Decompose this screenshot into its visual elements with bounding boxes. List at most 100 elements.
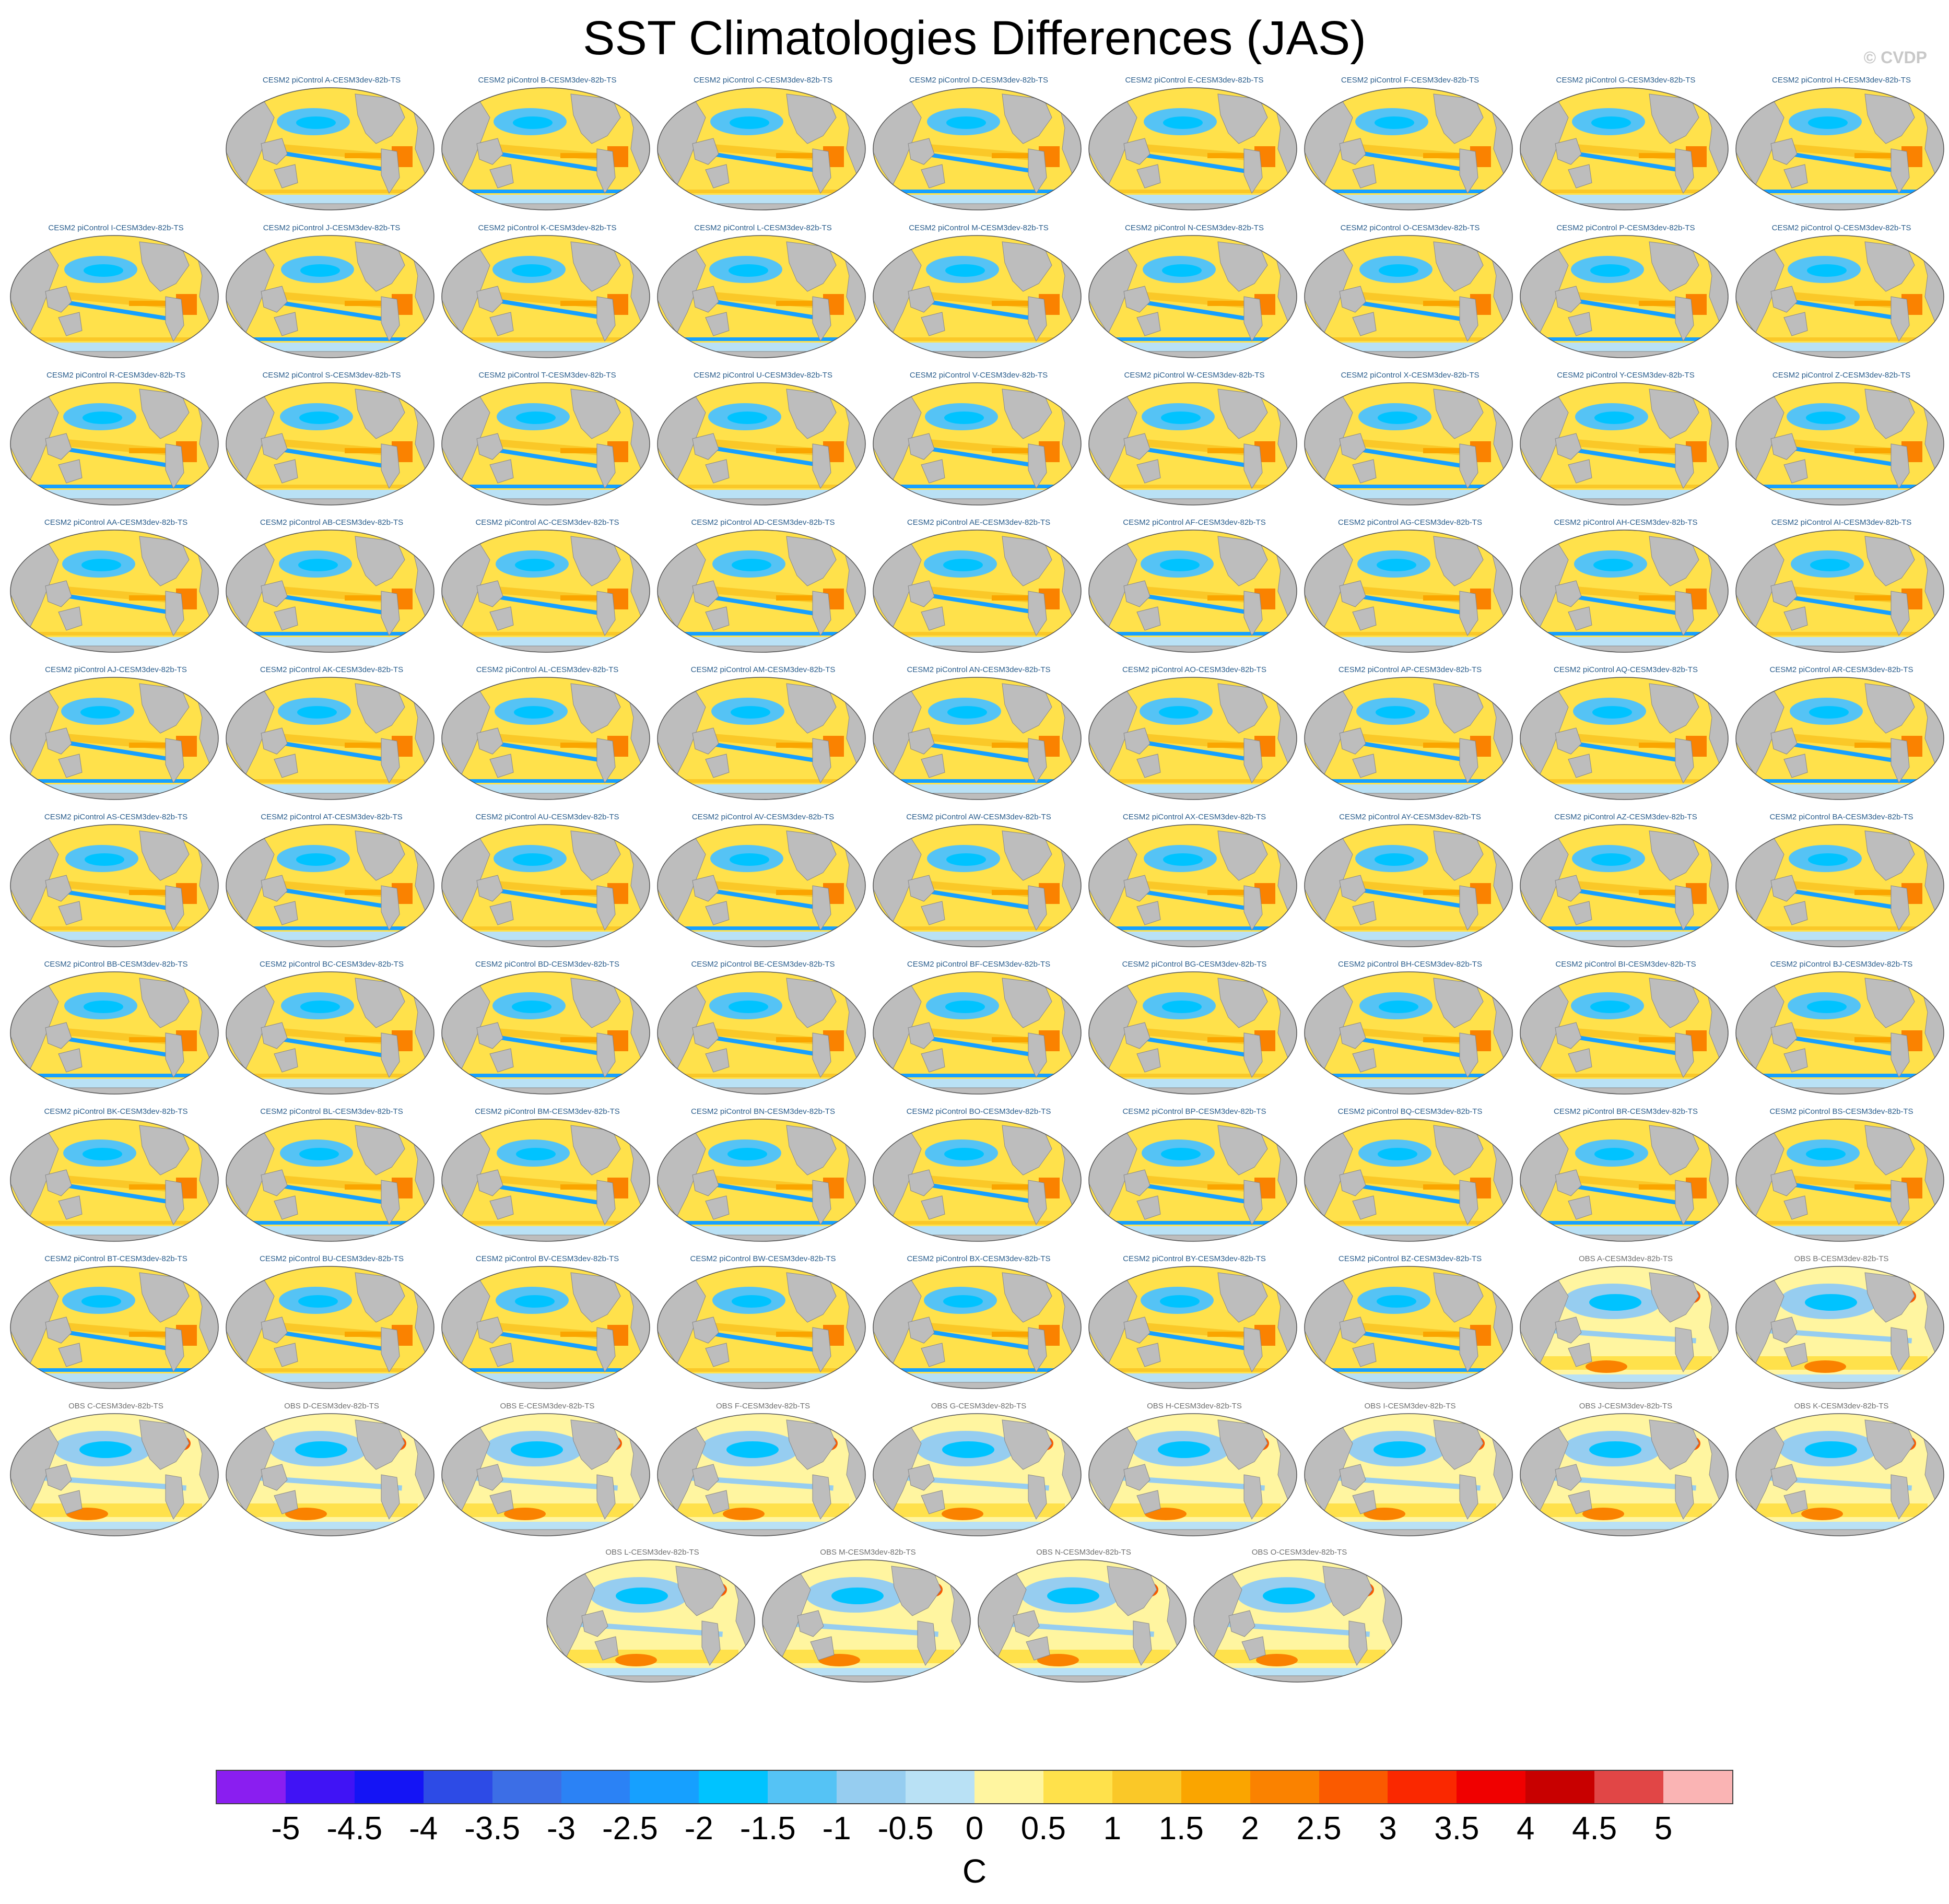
colorbar-tick-label: 0 bbox=[965, 1811, 984, 1847]
model-map-panel: CESM2 piControl BE-CESM3dev-82b-TS bbox=[656, 960, 870, 1097]
sst-difference-map bbox=[441, 1413, 650, 1536]
model-map-panel: CESM2 piControl I-CESM3dev-82b-TS bbox=[9, 224, 223, 360]
model-map-panel: CESM2 piControl H-CESM3dev-82b-TS bbox=[1734, 76, 1948, 213]
obs-map-panel: OBS L-CESM3dev-82b-TS bbox=[545, 1548, 759, 1685]
sst-difference-map bbox=[657, 1266, 866, 1389]
sst-difference-map bbox=[226, 530, 435, 653]
sst-difference-map bbox=[1304, 677, 1513, 800]
sst-difference-map bbox=[10, 824, 219, 947]
colorbar-tick-label: 4.5 bbox=[1572, 1811, 1617, 1847]
model-map-panel: CESM2 piControl AS-CESM3dev-82b-TS bbox=[9, 813, 223, 949]
sst-difference-map bbox=[1088, 530, 1297, 653]
panel-title: CESM2 piControl P-CESM3dev-82b-TS bbox=[1556, 224, 1695, 232]
panel-title: CESM2 piControl BZ-CESM3dev-82b-TS bbox=[1338, 1254, 1482, 1263]
panel-title: OBS L-CESM3dev-82b-TS bbox=[605, 1548, 699, 1557]
panel-title: OBS D-CESM3dev-82b-TS bbox=[284, 1402, 379, 1411]
panel-title: CESM2 piControl BR-CESM3dev-82b-TS bbox=[1554, 1107, 1698, 1116]
colorbar-tick-label: 3.5 bbox=[1434, 1811, 1480, 1847]
sst-difference-map bbox=[1735, 971, 1944, 1095]
model-map-panel: CESM2 piControl BQ-CESM3dev-82b-TS bbox=[1303, 1107, 1517, 1244]
colorbar-tick-label: -3 bbox=[546, 1811, 576, 1847]
panel-title: CESM2 piControl BJ-CESM3dev-82b-TS bbox=[1770, 960, 1913, 969]
model-map-panel: CESM2 piControl Y-CESM3dev-82b-TS bbox=[1519, 371, 1733, 508]
sst-difference-map bbox=[1735, 677, 1944, 800]
panel-title: CESM2 piControl AR-CESM3dev-82b-TS bbox=[1769, 665, 1913, 674]
model-map-panel: CESM2 piControl AH-CESM3dev-82b-TS bbox=[1519, 518, 1733, 655]
obs-map-panel: OBS N-CESM3dev-82b-TS bbox=[977, 1548, 1191, 1685]
panel-title: OBS I-CESM3dev-82b-TS bbox=[1364, 1402, 1456, 1411]
sst-difference-map bbox=[441, 382, 650, 506]
obs-map-panel: OBS K-CESM3dev-82b-TS bbox=[1734, 1402, 1948, 1538]
panel-title: CESM2 piControl AL-CESM3dev-82b-TS bbox=[476, 665, 619, 674]
obs-map-panel: OBS C-CESM3dev-82b-TS bbox=[9, 1402, 223, 1538]
panel-title: CESM2 piControl AB-CESM3dev-82b-TS bbox=[260, 518, 404, 527]
panel-title: CESM2 piControl A-CESM3dev-82b-TS bbox=[262, 76, 401, 85]
sst-difference-map bbox=[441, 87, 650, 210]
sst-difference-map bbox=[657, 235, 866, 358]
colorbar-tick-label: 3 bbox=[1379, 1811, 1397, 1847]
sst-difference-map bbox=[1735, 530, 1944, 653]
model-map-panel: CESM2 piControl N-CESM3dev-82b-TS bbox=[1087, 224, 1301, 360]
model-map-panel: CESM2 piControl AW-CESM3dev-82b-TS bbox=[872, 813, 1086, 949]
sst-difference-map bbox=[1304, 235, 1513, 358]
model-map-panel: CESM2 piControl AE-CESM3dev-82b-TS bbox=[872, 518, 1086, 655]
panel-title: OBS F-CESM3dev-82b-TS bbox=[715, 1402, 811, 1411]
sst-difference-map bbox=[546, 1559, 755, 1683]
model-map-panel: CESM2 piControl C-CESM3dev-82b-TS bbox=[656, 76, 870, 213]
panel-title: CESM2 piControl BG-CESM3dev-82b-TS bbox=[1122, 960, 1267, 969]
sst-difference-map bbox=[657, 971, 866, 1095]
panel-title: CESM2 piControl H-CESM3dev-82b-TS bbox=[1772, 76, 1911, 85]
colorbar-swatch bbox=[837, 1771, 906, 1803]
model-map-panel: CESM2 piControl AT-CESM3dev-82b-TS bbox=[225, 813, 439, 949]
sst-difference-map bbox=[10, 1119, 219, 1242]
model-map-panel: CESM2 piControl E-CESM3dev-82b-TS bbox=[1087, 76, 1301, 213]
colorbar-swatch bbox=[974, 1771, 1044, 1803]
sst-difference-map bbox=[1304, 382, 1513, 506]
panel-title: CESM2 piControl AS-CESM3dev-82b-TS bbox=[44, 813, 188, 821]
panel-title: CESM2 piControl AC-CESM3dev-82b-TS bbox=[475, 518, 619, 527]
panel-title: CESM2 piControl O-CESM3dev-82b-TS bbox=[1340, 224, 1480, 232]
colorbar-tick-label: -3.5 bbox=[464, 1811, 521, 1847]
colorbar-swatch bbox=[1043, 1771, 1113, 1803]
panel-title: CESM2 piControl T-CESM3dev-82b-TS bbox=[478, 371, 616, 380]
model-map-panel: CESM2 piControl A-CESM3dev-82b-TS bbox=[225, 76, 439, 213]
model-map-panel: CESM2 piControl BK-CESM3dev-82b-TS bbox=[9, 1107, 223, 1244]
obs-map-panel: OBS I-CESM3dev-82b-TS bbox=[1303, 1402, 1517, 1538]
panel-title: CESM2 piControl BP-CESM3dev-82b-TS bbox=[1122, 1107, 1266, 1116]
sst-difference-map bbox=[1735, 1119, 1944, 1242]
model-map-panel: CESM2 piControl P-CESM3dev-82b-TS bbox=[1519, 224, 1733, 360]
model-map-panel: CESM2 piControl AP-CESM3dev-82b-TS bbox=[1303, 665, 1517, 802]
panel-title: OBS M-CESM3dev-82b-TS bbox=[820, 1548, 916, 1557]
colorbar-tick-label: 2.5 bbox=[1296, 1811, 1342, 1847]
model-map-panel: CESM2 piControl BI-CESM3dev-82b-TS bbox=[1519, 960, 1733, 1097]
colorbar-swatch bbox=[768, 1771, 837, 1803]
model-map-panel: CESM2 piControl BU-CESM3dev-82b-TS bbox=[225, 1254, 439, 1391]
model-map-panel: CESM2 piControl AO-CESM3dev-82b-TS bbox=[1087, 665, 1301, 802]
sst-difference-map bbox=[1304, 87, 1513, 210]
colorbar-tick-label: -2.5 bbox=[602, 1811, 658, 1847]
colorbar-swatch bbox=[423, 1771, 493, 1803]
sst-difference-map bbox=[10, 677, 219, 800]
sst-difference-map bbox=[1520, 677, 1729, 800]
panel-title: CESM2 piControl BV-CESM3dev-82b-TS bbox=[475, 1254, 619, 1263]
colorbar-swatch bbox=[1663, 1771, 1733, 1803]
model-map-panel: CESM2 piControl V-CESM3dev-82b-TS bbox=[872, 371, 1086, 508]
colorbar-swatch bbox=[1388, 1771, 1457, 1803]
sst-difference-map bbox=[873, 971, 1082, 1095]
model-map-panel: CESM2 piControl S-CESM3dev-82b-TS bbox=[225, 371, 439, 508]
model-map-panel: CESM2 piControl BL-CESM3dev-82b-TS bbox=[225, 1107, 439, 1244]
panel-title: CESM2 piControl Y-CESM3dev-82b-TS bbox=[1557, 371, 1695, 380]
sst-difference-map bbox=[441, 971, 650, 1095]
panel-title: CESM2 piControl AA-CESM3dev-82b-TS bbox=[44, 518, 188, 527]
model-map-panel: CESM2 piControl BA-CESM3dev-82b-TS bbox=[1734, 813, 1948, 949]
colorbar-swatch bbox=[699, 1771, 768, 1803]
panel-title: CESM2 piControl BC-CESM3dev-82b-TS bbox=[260, 960, 404, 969]
sst-difference-map bbox=[226, 1119, 435, 1242]
sst-difference-map bbox=[1088, 677, 1297, 800]
sst-difference-map bbox=[762, 1559, 971, 1683]
model-map-panel: CESM2 piControl BZ-CESM3dev-82b-TS bbox=[1303, 1254, 1517, 1391]
cvdp-credit: © CVDP bbox=[1863, 48, 1927, 67]
panel-title: CESM2 piControl K-CESM3dev-82b-TS bbox=[478, 224, 617, 232]
colorbar-units: C bbox=[962, 1852, 987, 1890]
panel-title: CESM2 piControl R-CESM3dev-82b-TS bbox=[46, 371, 185, 380]
